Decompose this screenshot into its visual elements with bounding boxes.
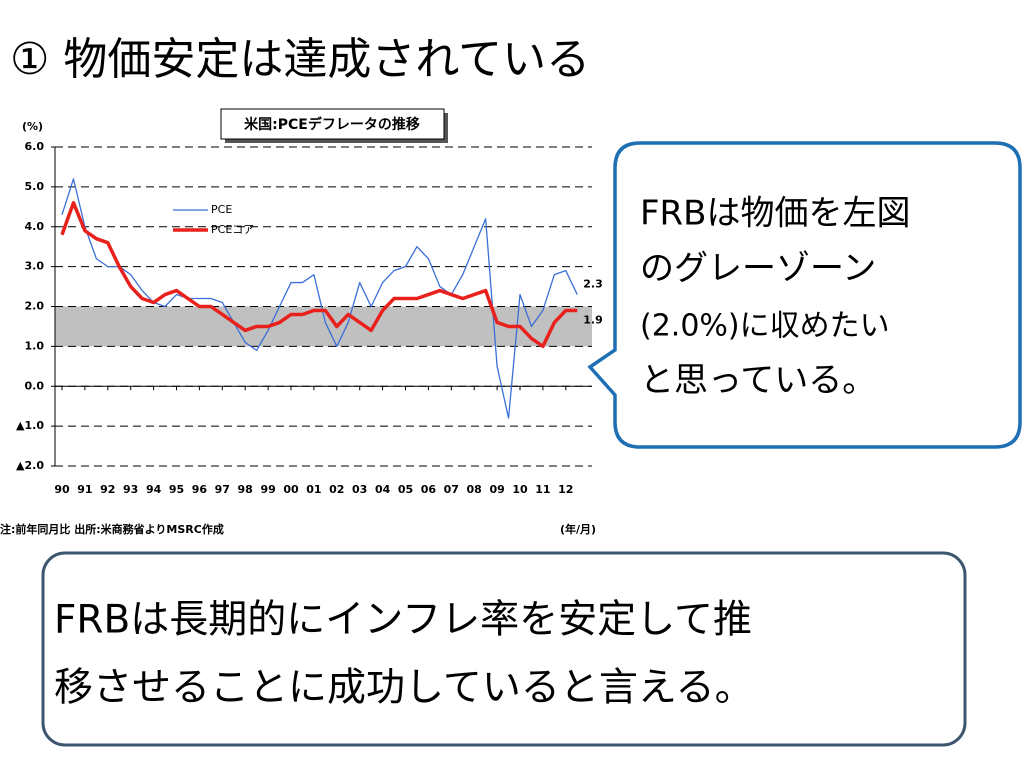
value-label: 2.3	[583, 278, 603, 291]
x-tick-label: 09	[489, 483, 504, 496]
x-tick-label: 04	[375, 483, 391, 496]
callout-text: FRBは物価を左図	[640, 194, 911, 234]
legend-label: PCEコア	[211, 223, 254, 236]
y-unit: (%)	[22, 120, 43, 133]
summary-box	[41, 551, 967, 747]
x-tick-label: 99	[260, 483, 275, 496]
x-tick-label: 07	[444, 483, 459, 496]
x-tick-label: 91	[77, 483, 92, 496]
plot: 6.0 5.0 4.0 3.0 2.0 1.0 0.0 ▲1.0 ▲2.0 90 91 92 93 94 9…	[16, 140, 603, 496]
value-label: 1.9	[583, 313, 603, 326]
series-line	[61, 178, 578, 419]
x-tick-label: 06	[421, 483, 437, 496]
x-tick-label: 08	[467, 483, 482, 496]
callout-text: (2.0%)に収めたい	[640, 309, 890, 344]
x-tick-label: 11	[535, 483, 550, 496]
series-line	[60, 201, 578, 349]
x-tick-label: 01	[306, 483, 321, 496]
y-tick-label: 6.0	[25, 140, 45, 153]
callout-box	[587, 141, 1022, 449]
y-tick-label: 3.0	[25, 260, 45, 273]
y-tick-label: 5.0	[25, 180, 45, 193]
summary-text: 移させることに成功していると言える。	[54, 666, 754, 711]
x-tick-label: 00	[283, 483, 299, 496]
x-tick-label: 98	[238, 483, 253, 496]
y-tick-label: 2.0	[25, 300, 45, 313]
x-tick-label: 03	[352, 483, 367, 496]
note: 注:前年同月比 出所:米商務省よりMSRC作成	[0, 522, 224, 536]
x-tick-label: 90	[54, 483, 70, 496]
callout-text: と思っている。	[640, 361, 876, 401]
x-tick-label: 10	[512, 483, 528, 496]
x-tick-label: 96	[192, 483, 208, 496]
x-unit: (年/月)	[560, 522, 596, 536]
x-tick-label: 94	[146, 483, 162, 496]
x-tick-label: 97	[215, 483, 230, 496]
legend-label: PCE	[211, 203, 232, 216]
y-tick-label: 0.0	[25, 379, 45, 392]
x-tick-label: 95	[169, 483, 184, 496]
chart-title: 米国:PCEデフレータの推移	[244, 116, 420, 133]
slide-title: ① 物価安定は達成されている	[10, 34, 590, 85]
chart-title-box	[220, 108, 445, 140]
y-tick-label: 1.0	[25, 339, 45, 352]
y-tick-label: ▲2.0	[16, 459, 44, 472]
y-tick-label: 4.0	[25, 220, 45, 233]
y-tick-label: ▲1.0	[16, 419, 44, 432]
x-tick-label: 93	[123, 483, 138, 496]
x-tick-label: 92	[100, 483, 115, 496]
x-tick-label: 12	[558, 483, 573, 496]
x-tick-label: 05	[398, 483, 413, 496]
x-tick-label: 02	[329, 483, 344, 496]
callout-text: のグレーゾーン	[640, 249, 876, 289]
summary-text: FRBは長期的にインフレ率を安定して推	[54, 598, 752, 643]
